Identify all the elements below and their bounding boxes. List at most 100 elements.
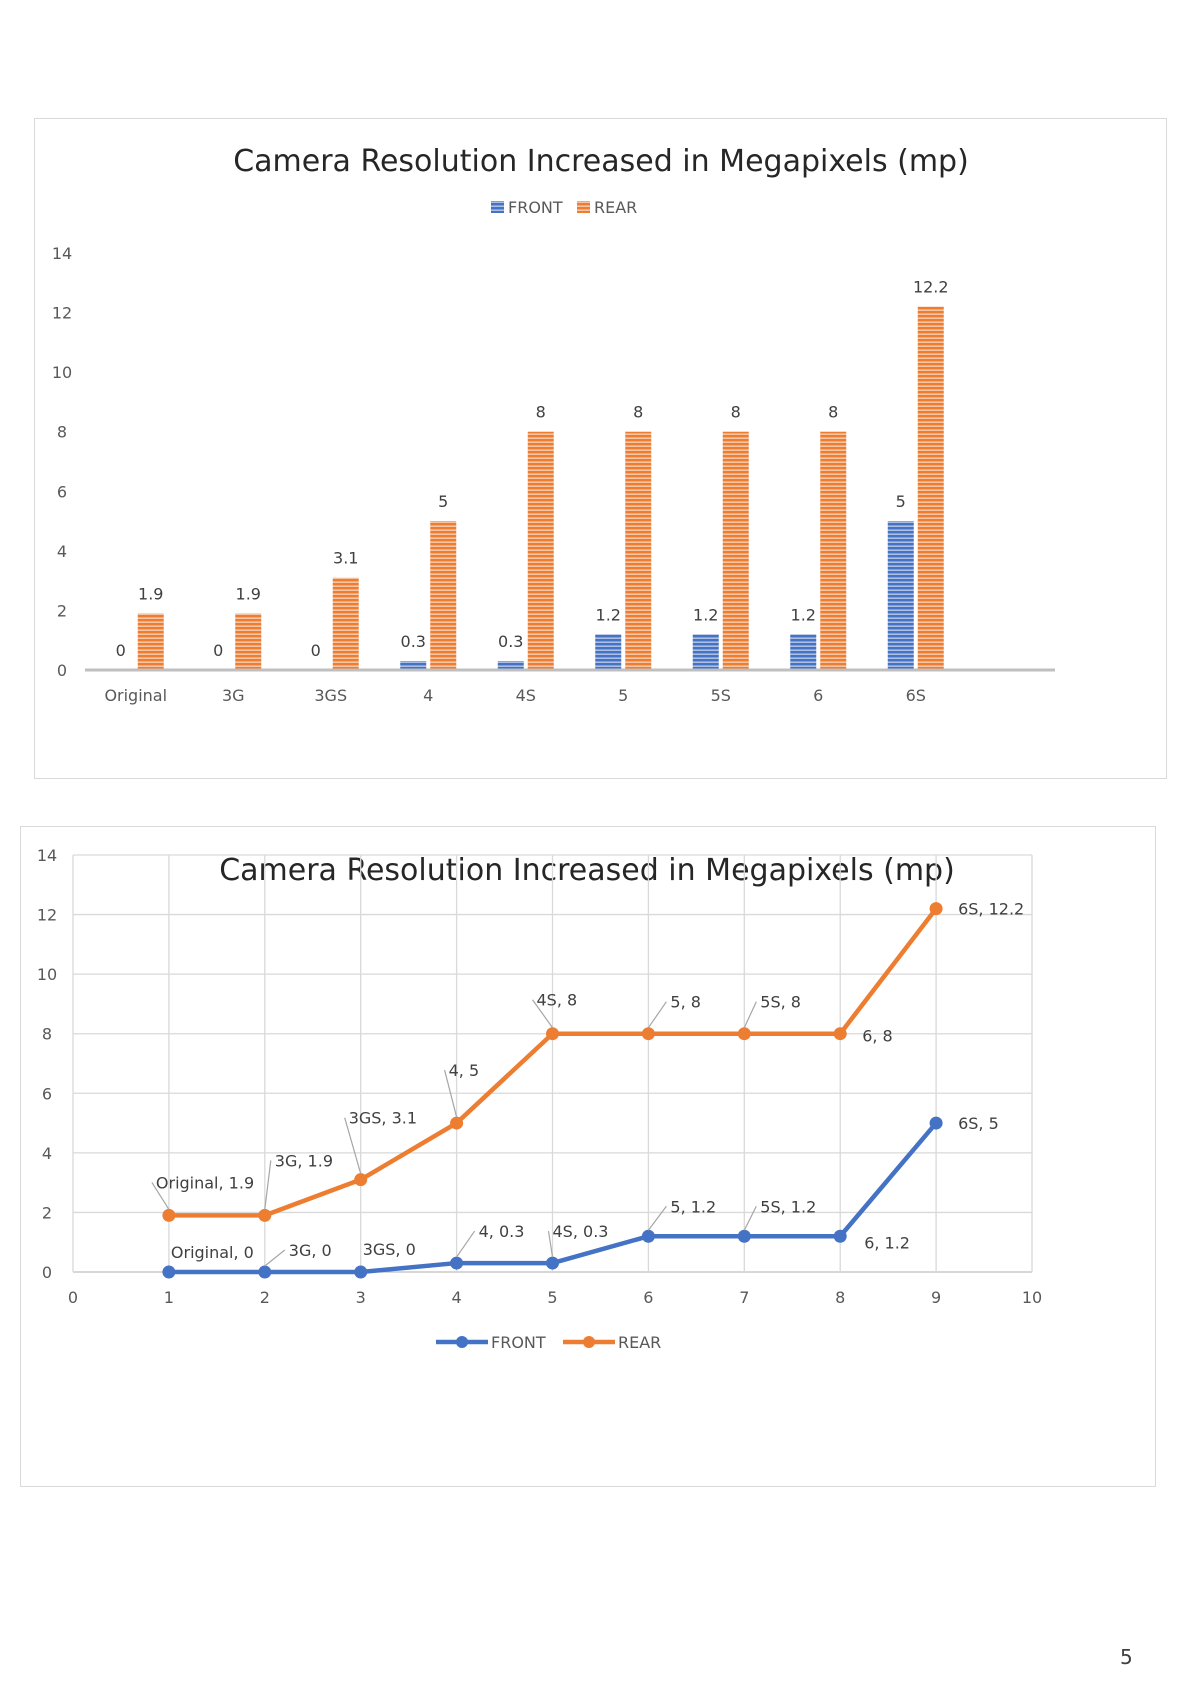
line-x-tick-label: 6 <box>643 1288 653 1307</box>
bar-chart-title: Camera Resolution Increased in Megapixel… <box>233 144 969 179</box>
bar-chart-svg: Camera Resolution Increased in Megapixel… <box>52 144 1055 705</box>
bar-data-label: 8 <box>633 403 643 422</box>
point-rear <box>641 1027 655 1041</box>
bar-data-label: 5 <box>896 492 906 511</box>
point-rear <box>258 1208 272 1222</box>
bar-data-label: 1.2 <box>791 605 816 624</box>
bar-front <box>692 634 719 670</box>
line-point-label: 3G, 1.9 <box>275 1151 333 1170</box>
line-point-label: 4, 5 <box>449 1061 480 1080</box>
legend-swatch-front <box>491 201 504 213</box>
line-point-label: 3GS, 0 <box>363 1240 416 1259</box>
point-rear <box>546 1027 559 1041</box>
line-chart-grid <box>72 854 1033 1273</box>
line-x-tick-label: 10 <box>1022 1288 1042 1307</box>
bar-y-tick-label: 6 <box>57 482 67 501</box>
line-point-label: 5S, 8 <box>760 993 801 1012</box>
bar-front <box>497 661 524 670</box>
bar-chart-bars: 0 1.9 0 1.9 0 3.1 0.3 5 0.3 8 1.2 8 1.2 8 1.2 8 5 12.2 <box>116 278 949 670</box>
bar-rear <box>430 521 457 670</box>
line-chart-legend: FRONT REAR <box>436 1333 661 1352</box>
legend-label: REAR <box>618 1333 661 1352</box>
bar-chart: Camera Resolution Increased in Megapixel… <box>34 118 1167 779</box>
bar-y-tick-label: 14 <box>52 244 72 263</box>
point-rear <box>450 1116 464 1130</box>
line-point-label: 6S, 12.2 <box>958 900 1024 919</box>
line-chart-title: Camera Resolution Increased in Megapixel… <box>219 853 955 888</box>
line-chart-series <box>162 902 943 1279</box>
line-x-tick-label: 8 <box>835 1288 845 1307</box>
label-leader-line <box>344 1117 362 1174</box>
line-y-tick-label: 10 <box>37 965 57 984</box>
bar-rear <box>235 613 262 670</box>
line-chart: Camera Resolution Increased in Megapixel… <box>20 826 1156 1487</box>
bar-front <box>790 634 817 670</box>
legend-label: REAR <box>594 198 637 217</box>
line-point-label: 5S, 1.2 <box>760 1197 816 1216</box>
bar-rear <box>527 431 554 670</box>
point-front <box>546 1256 559 1270</box>
point-front <box>833 1229 847 1243</box>
bar-data-label: 5 <box>438 492 448 511</box>
line-chart-x-axis: 0 1 2 3 4 5 6 7 8 9 10 <box>68 1288 1042 1307</box>
line-y-tick-label: 8 <box>42 1025 52 1044</box>
bar-front <box>595 634 622 670</box>
label-leader-line <box>264 1249 286 1267</box>
line-x-tick-label: 9 <box>931 1288 941 1307</box>
line-point-label: 4, 0.3 <box>479 1222 525 1241</box>
line-point-label: 5, 1.2 <box>670 1197 716 1216</box>
bar-data-label: 8 <box>828 403 838 422</box>
bar-chart-y-axis: 0 2 4 6 8 10 12 14 <box>52 244 72 680</box>
bar-rear <box>722 431 749 670</box>
point-front <box>450 1256 464 1270</box>
line-point-label: 4S, 0.3 <box>553 1222 609 1241</box>
bar-data-label: 12.2 <box>913 278 949 297</box>
line-y-tick-label: 6 <box>42 1084 52 1103</box>
line-point-label: 5, 8 <box>670 993 701 1012</box>
bar-y-tick-label: 4 <box>57 542 67 561</box>
bar-x-tick-label: 6 <box>813 686 823 705</box>
bar-data-label: 1.2 <box>596 605 621 624</box>
line-x-tick-label: 3 <box>356 1288 366 1307</box>
line-x-tick-label: 4 <box>452 1288 462 1307</box>
bar-rear <box>137 613 164 670</box>
bar-data-label: 1.9 <box>138 584 163 603</box>
bar-rear <box>332 577 359 670</box>
label-leader-line <box>743 1001 757 1028</box>
legend-swatch-rear <box>577 201 590 213</box>
bar-x-tick-label: 6S <box>906 686 926 705</box>
point-rear <box>162 1208 176 1222</box>
point-front <box>737 1229 751 1243</box>
line-y-tick-label: 0 <box>42 1263 52 1282</box>
point-front <box>929 1116 943 1130</box>
label-leader-line <box>264 1160 272 1210</box>
line-point-label: 6S, 5 <box>958 1114 999 1133</box>
bar-y-tick-label: 2 <box>57 601 67 620</box>
bar-data-label: 0 <box>213 641 223 660</box>
line-x-tick-label: 2 <box>260 1288 270 1307</box>
bar-rear <box>820 431 847 670</box>
bar-data-label: 8 <box>536 403 546 422</box>
label-leader-line <box>647 1001 667 1029</box>
line-point-label: 3GS, 3.1 <box>349 1109 417 1128</box>
bar-y-tick-label: 12 <box>52 304 72 323</box>
line-x-tick-label: 0 <box>68 1288 78 1307</box>
bar-data-label: 0 <box>311 641 321 660</box>
point-rear <box>929 902 943 916</box>
line-point-label: 6, 1.2 <box>864 1233 910 1252</box>
bar-data-label: 0.3 <box>401 632 426 651</box>
line-point-label: 4S, 8 <box>537 991 578 1010</box>
line-chart-data-labels: Original, 0 3G, 0 3GS, 0 4, 0.3 4S, 0.3 5, 1.… <box>151 900 1024 1267</box>
bar-y-tick-label: 8 <box>57 423 67 442</box>
page-number: 5 <box>1120 1645 1133 1669</box>
point-rear <box>833 1027 847 1041</box>
bar-data-label: 3.1 <box>333 549 358 568</box>
label-leader-line <box>743 1205 757 1231</box>
bar-x-tick-label: 3G <box>222 686 245 705</box>
legend-label: FRONT <box>508 198 563 217</box>
bar-y-tick-label: 0 <box>57 661 67 680</box>
line-point-label: Original, 1.9 <box>156 1173 254 1192</box>
point-front <box>162 1265 176 1279</box>
label-leader-line <box>151 1182 170 1210</box>
line-x-tick-label: 7 <box>739 1288 749 1307</box>
